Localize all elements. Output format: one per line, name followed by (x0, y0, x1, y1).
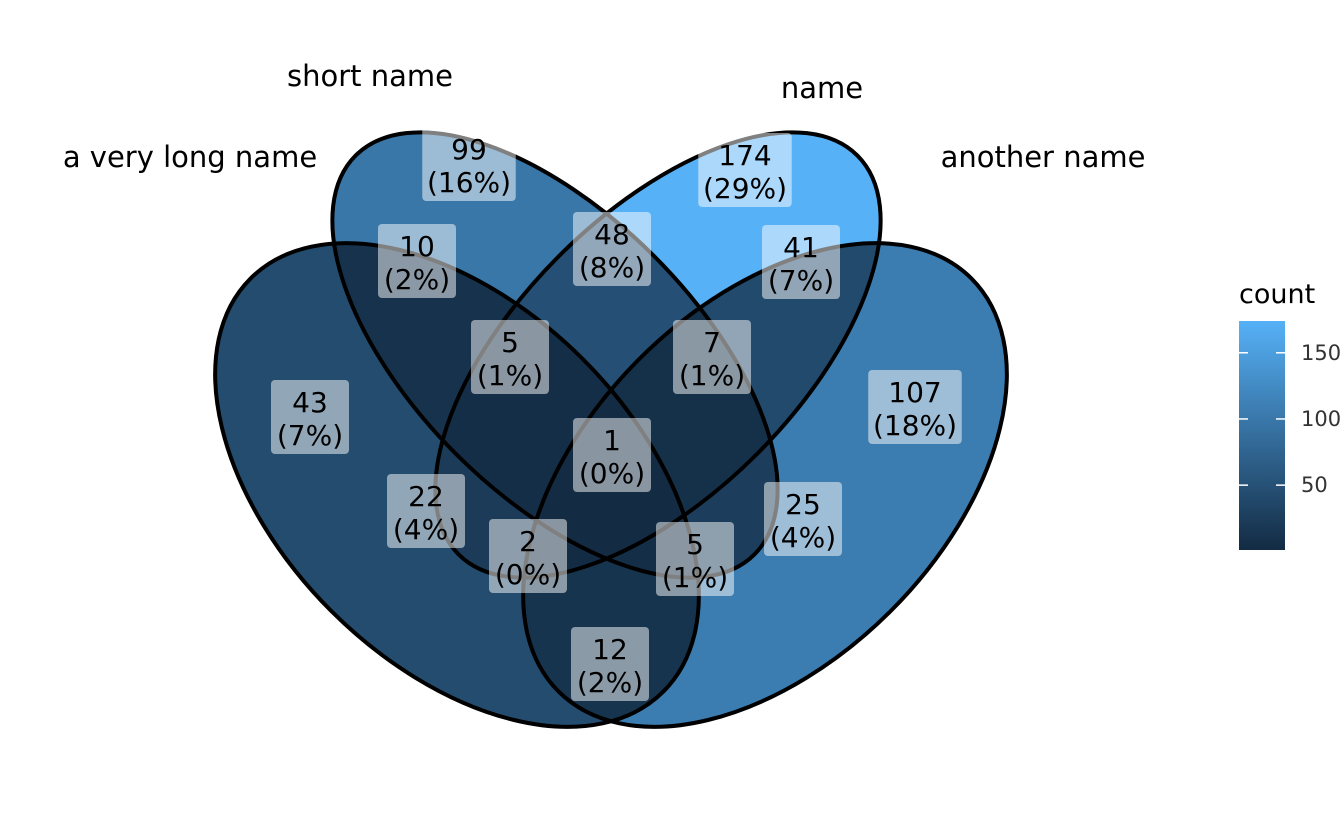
region-percent: (1%) (477, 359, 543, 392)
region-label: 7(1%) (673, 320, 751, 394)
set-label: a very long name (63, 140, 317, 174)
region-count: 5 (686, 528, 704, 561)
region-label: 174(29%) (698, 133, 792, 207)
set-labels: a very long name short name name another na… (63, 59, 1146, 174)
region-count: 1 (603, 424, 621, 457)
region-label-box (387, 474, 465, 548)
region-label: 25(4%) (764, 482, 842, 556)
region-count: 5 (501, 326, 519, 359)
color-legend: count 50 100 150 (1239, 279, 1341, 550)
region-count: 174 (718, 139, 771, 172)
region-label-box (762, 225, 840, 299)
legend-tick-label: 150 (1301, 341, 1341, 365)
region-label-box (868, 370, 962, 444)
region-label-box (656, 522, 734, 596)
region-label: 1(0%) (573, 418, 651, 492)
legend-colorbar (1239, 321, 1285, 550)
region-count: 107 (888, 376, 941, 409)
region-label: 107(18%) (868, 370, 962, 444)
set-label: name (781, 71, 863, 105)
region-count: 99 (451, 133, 487, 166)
set-ellipse-1 (330, 130, 780, 580)
region-label: 41(7%) (762, 225, 840, 299)
region-label: 99(16%) (422, 127, 516, 201)
region-percent: (1%) (662, 561, 728, 594)
region-count: 12 (592, 633, 628, 666)
set-label: another name (941, 140, 1146, 174)
region-percent: (16%) (427, 166, 511, 199)
region-label-box (573, 418, 651, 492)
region-label-box (673, 320, 751, 394)
region-percent: (2%) (384, 263, 450, 296)
region-label-box (571, 627, 649, 701)
region-count: 22 (408, 480, 444, 513)
legend-tick-label: 100 (1301, 407, 1341, 431)
region-percent: (8%) (579, 251, 645, 284)
region-label: 22(4%) (387, 474, 465, 548)
region-label: 2(0%) (489, 519, 567, 593)
region-labels: 99(16%)174(29%)10(2%)48(8%)41(7%)5(1%)7(… (271, 127, 962, 701)
set-ellipse-3 (521, 241, 1009, 729)
region-percent: (1%) (679, 359, 745, 392)
region-count: 7 (703, 326, 721, 359)
region-label-box (378, 224, 456, 298)
set-label: short name (287, 59, 453, 93)
region-label-box (271, 380, 349, 454)
region-label-box (573, 212, 651, 286)
venn-outlines (213, 130, 1009, 729)
region-percent: (4%) (770, 521, 836, 554)
legend-title: count (1239, 279, 1315, 310)
legend-tick-label: 50 (1301, 473, 1328, 497)
region-count: 2 (519, 525, 537, 558)
region-percent: (2%) (577, 666, 643, 699)
region-percent: (0%) (495, 558, 561, 591)
region-label: 43(7%) (271, 380, 349, 454)
region-label: 48(8%) (573, 212, 651, 286)
set-ellipse-0 (213, 241, 701, 729)
region-label-box (422, 127, 516, 201)
legend-ticks: 50 100 150 (1239, 341, 1341, 497)
region-label-box (471, 320, 549, 394)
region-count: 41 (783, 231, 819, 264)
region-percent: (29%) (703, 172, 787, 205)
region-label: 5(1%) (471, 320, 549, 394)
region-percent: (0%) (579, 457, 645, 490)
region-label-box (698, 133, 792, 207)
region-percent: (7%) (277, 419, 343, 452)
region-percent: (7%) (768, 264, 834, 297)
region-percent: (4%) (393, 513, 459, 546)
region-count: 48 (594, 218, 630, 251)
region-label: 12(2%) (571, 627, 649, 701)
set-ellipse-2 (433, 130, 883, 580)
region-label: 5(1%) (656, 522, 734, 596)
region-label-box (764, 482, 842, 556)
region-percent: (18%) (873, 409, 957, 442)
region-count: 43 (292, 386, 328, 419)
region-count: 25 (785, 488, 821, 521)
region-label: 10(2%) (378, 224, 456, 298)
region-count: 10 (399, 230, 435, 263)
region-label-box (489, 519, 567, 593)
